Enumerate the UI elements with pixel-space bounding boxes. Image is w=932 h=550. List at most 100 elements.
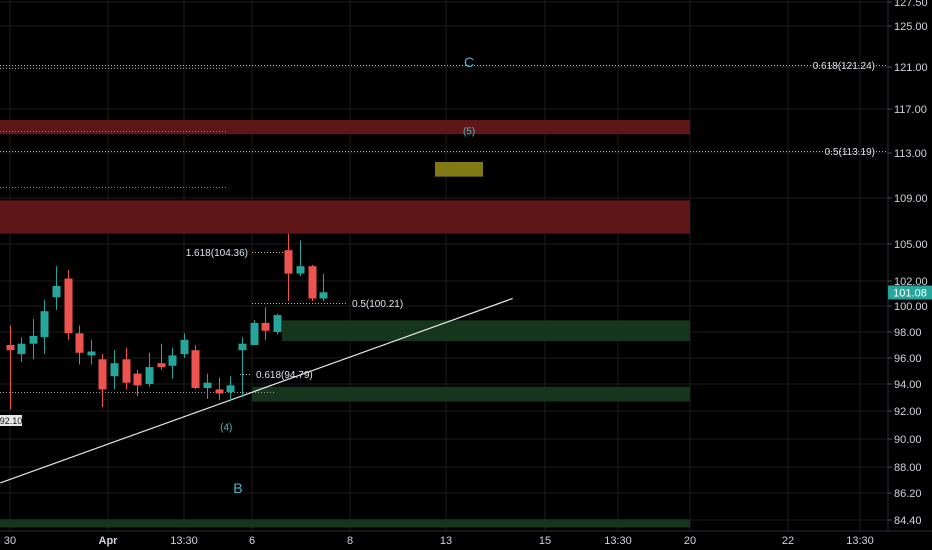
fib-level-label: 1.618(104.36) — [186, 248, 248, 259]
fib-levels: 0.618(121.24) 0.5(113.19) 1.618(104.36) 0.5… — [0, 61, 888, 393]
candle[interactable] — [296, 240, 305, 277]
candle[interactable] — [110, 350, 119, 390]
candle[interactable] — [273, 313, 282, 335]
resistance-zone[interactable] — [0, 120, 690, 135]
candle[interactable] — [191, 345, 200, 390]
wave-label: C — [464, 54, 474, 70]
candle[interactable] — [64, 269, 73, 340]
candle-body — [284, 250, 293, 274]
candle[interactable] — [261, 307, 270, 340]
price-tick-label: 98.00 — [894, 327, 922, 339]
candle-body — [250, 322, 259, 345]
candle-body — [203, 382, 212, 389]
candle[interactable] — [308, 264, 317, 301]
price-tick-label: 109.00 — [894, 193, 928, 205]
wave-label: B — [233, 480, 242, 496]
candle[interactable] — [145, 352, 154, 387]
price-axis[interactable]: 84.40 86.20 88.00 90.00 92.00 94.00 96.00 98.00… — [888, 0, 928, 527]
time-tick-label: 13 — [440, 535, 452, 547]
candle[interactable] — [180, 333, 189, 358]
candle[interactable] — [87, 339, 96, 365]
price-tick-label: 113.00 — [894, 148, 927, 160]
candle-body — [133, 373, 142, 386]
candle[interactable] — [133, 369, 142, 397]
time-tick-label: 6 — [249, 535, 255, 547]
grid — [0, 0, 888, 531]
time-tick-label: 13:30 — [170, 535, 198, 547]
candle[interactable] — [40, 299, 49, 355]
price-tick-label: 125.00 — [894, 21, 928, 33]
candle-body — [122, 359, 131, 383]
candle-body — [87, 351, 96, 356]
wave-label: (5) — [463, 126, 475, 137]
time-axis[interactable]: 30 Apr 13:30 6 8 13 15 13:30 20 22 13:30 — [4, 535, 874, 547]
price-tick-label: 84.40 — [894, 515, 922, 527]
candle[interactable] — [75, 325, 84, 365]
candle-body — [75, 333, 84, 353]
time-tick-label: Apr — [99, 535, 119, 547]
candle-body — [191, 350, 200, 389]
time-tick-label: 30 — [4, 535, 16, 547]
price-tick-label: 86.20 — [894, 488, 922, 500]
candle-body — [29, 335, 38, 344]
time-tick-label: 8 — [347, 535, 353, 547]
price-tick-label: 102.00 — [894, 276, 928, 288]
price-tick-label: 121.00 — [894, 62, 928, 74]
candle[interactable] — [226, 376, 235, 402]
price-tick-label: 90.00 — [894, 434, 922, 446]
price-tick-label: 94.00 — [894, 379, 922, 391]
candle[interactable] — [52, 266, 61, 310]
candle-body — [145, 367, 154, 384]
time-tick-label: 22 — [782, 535, 794, 547]
candle-body — [308, 266, 317, 299]
candle-body — [215, 389, 224, 394]
price-tick-label: 92.00 — [894, 406, 922, 418]
candle-body — [98, 359, 107, 390]
candle-body — [319, 292, 328, 299]
price-tick-label: 117.00 — [894, 104, 927, 116]
fib-level-label: 0.5(113.19) — [825, 147, 875, 158]
fib-level-label: 0.618(94.79) — [256, 370, 313, 381]
time-tick-label: 13:30 — [846, 535, 874, 547]
fib-level-label: 0.5(100.21) — [352, 299, 403, 310]
candle[interactable] — [284, 233, 293, 301]
candle[interactable] — [17, 337, 26, 362]
candle-body — [180, 339, 189, 355]
support-zone[interactable] — [0, 519, 690, 528]
zones — [0, 120, 690, 528]
candle[interactable] — [6, 325, 15, 410]
candle-body — [168, 355, 177, 366]
price-tick-label: 105.00 — [894, 239, 928, 251]
candle-body — [273, 315, 282, 332]
candle-body — [17, 343, 26, 355]
fib-level-label: 0.618(121.24) — [813, 61, 875, 72]
support-zone[interactable] — [282, 320, 690, 342]
candle-body — [261, 322, 270, 331]
candle-body — [110, 363, 119, 377]
candle-body — [157, 363, 166, 368]
candle[interactable] — [215, 377, 224, 401]
trendline[interactable] — [0, 297, 513, 484]
candle-body — [226, 385, 235, 393]
resistance-zone[interactable] — [0, 200, 690, 234]
support-trendline[interactable] — [0, 297, 513, 484]
candle[interactable] — [319, 273, 328, 301]
candle-body — [296, 266, 305, 274]
candle-body — [6, 345, 15, 351]
current-price-label: 101.08 — [893, 288, 927, 300]
target-box[interactable] — [435, 162, 483, 177]
candle[interactable] — [238, 337, 247, 398]
candle-body — [52, 286, 61, 298]
candle[interactable] — [250, 320, 259, 345]
candle[interactable] — [168, 347, 177, 379]
candle[interactable] — [122, 347, 131, 390]
candle[interactable] — [29, 319, 38, 360]
candle[interactable] — [203, 373, 212, 399]
candle[interactable] — [98, 354, 107, 407]
wave-labels: C (5) (4) B — [220, 54, 475, 496]
time-tick-label: 15 — [539, 535, 551, 547]
candle[interactable] — [157, 343, 166, 370]
support-zone[interactable] — [252, 386, 690, 402]
